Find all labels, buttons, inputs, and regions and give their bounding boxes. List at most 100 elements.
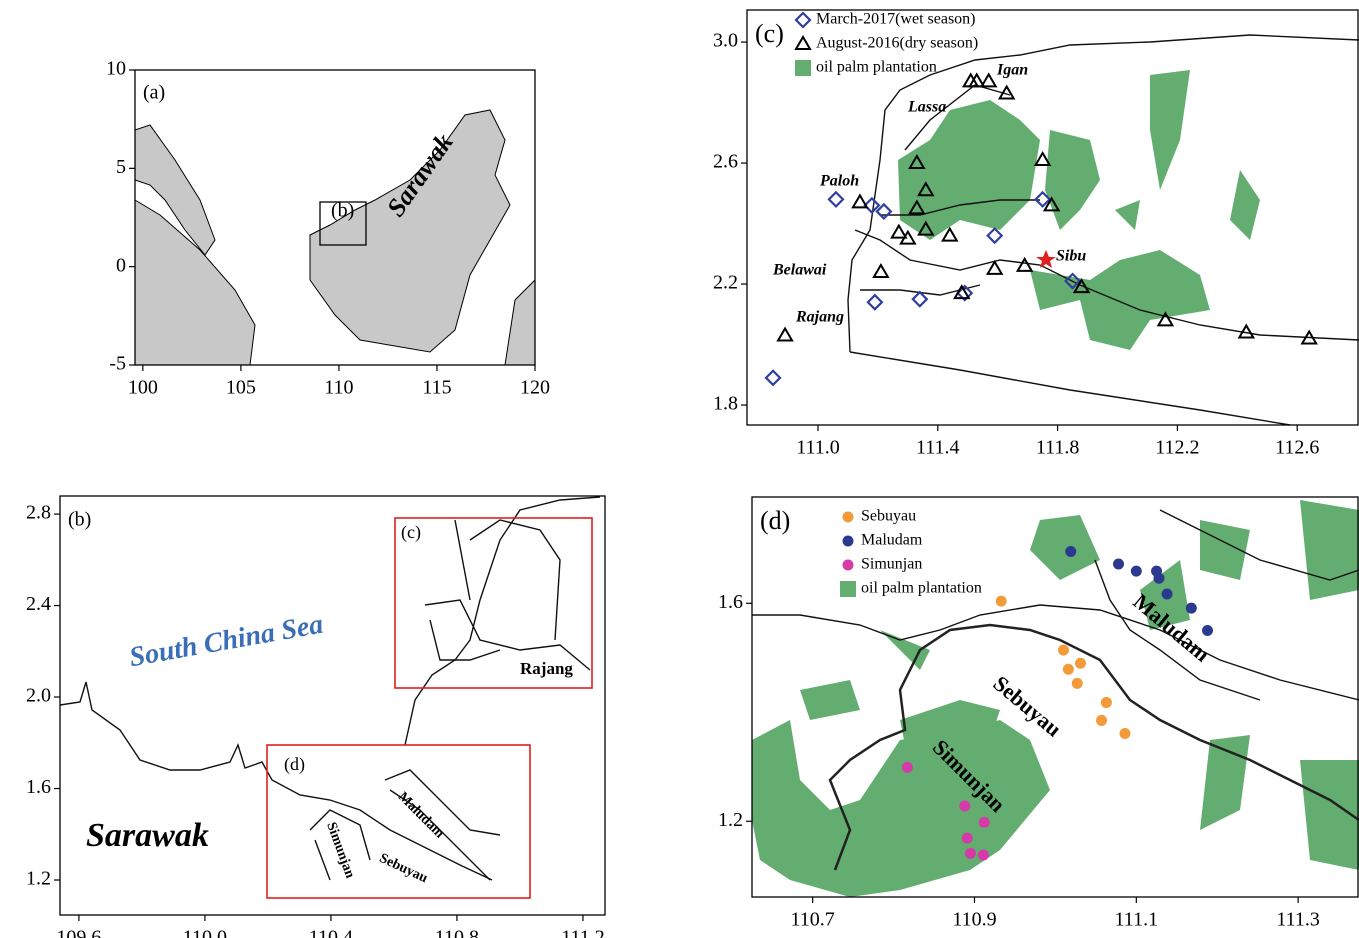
marker	[1033, 151, 1052, 167]
legend-marker	[842, 511, 854, 523]
y-tick-label: 1.2	[718, 809, 743, 831]
panel-label: (c)	[755, 19, 784, 48]
frame	[134, 69, 536, 366]
marker	[1119, 728, 1131, 740]
river	[309, 769, 501, 881]
y-tick-label: 1.6	[718, 591, 743, 613]
river	[828, 623, 1359, 871]
marker	[1034, 190, 1052, 208]
land	[504, 278, 536, 366]
y-tick-label: 1.8	[713, 393, 738, 415]
y-tick-label: 5	[116, 156, 126, 178]
marker	[1096, 714, 1108, 726]
marker	[776, 326, 794, 342]
x-tick-label: 112.2	[1155, 437, 1199, 459]
plantation	[1140, 560, 1359, 870]
annotation: Simunjan	[323, 820, 357, 880]
marker	[1064, 272, 1082, 290]
marker	[979, 72, 998, 88]
legend-marker	[842, 559, 854, 571]
marker	[1300, 329, 1318, 345]
x-tick-label: 111.4	[916, 437, 960, 459]
x-tick-label: 112.6	[1275, 437, 1319, 459]
frame	[751, 496, 1359, 898]
x-tick-label: 111.1	[1115, 909, 1159, 931]
annotation: Igan	[996, 62, 1028, 79]
marker	[1202, 625, 1214, 637]
plantation	[900, 700, 1000, 760]
marker	[890, 223, 908, 239]
y-tick-label: 2.8	[26, 502, 51, 524]
marker	[1156, 311, 1175, 327]
marker	[1042, 196, 1061, 212]
inset-box	[319, 201, 367, 246]
marker	[953, 284, 971, 300]
x-tick-label: 110.8	[435, 927, 479, 938]
x-tick-label: 110.0	[183, 927, 227, 938]
marker	[961, 832, 973, 844]
marker	[964, 847, 976, 859]
marker	[908, 199, 926, 215]
x-tick-label: 111.0	[796, 437, 840, 459]
marker	[967, 72, 986, 88]
y-tick-label: 2.0	[26, 685, 51, 707]
x-tick-label: 111.2	[561, 927, 605, 938]
legend-marker	[794, 11, 812, 29]
marker	[978, 816, 990, 828]
legend-label: March-2017(wet season)	[816, 11, 976, 28]
annotation: South China Sea	[127, 609, 326, 674]
marker	[1130, 565, 1142, 577]
marker	[997, 84, 1016, 100]
marker	[1237, 323, 1256, 339]
legend-label: oil palm plantation	[861, 580, 982, 597]
marker	[1015, 256, 1034, 272]
annotation: (c)	[401, 522, 421, 543]
marker	[941, 226, 959, 242]
marker	[851, 193, 869, 209]
annotation: Lassa	[907, 99, 946, 116]
legend-label: Maludam	[861, 532, 923, 549]
river	[752, 509, 1359, 701]
plantation	[752, 720, 1050, 897]
marker	[995, 595, 1007, 607]
legend-marker	[842, 535, 854, 547]
annotation: Belawai	[772, 262, 827, 279]
plantation	[1230, 170, 1260, 240]
x-tick-label: 110.4	[309, 927, 353, 938]
marker	[917, 220, 935, 236]
river	[854, 84, 1359, 341]
annotation: Sarawak	[86, 817, 209, 854]
marker	[1100, 696, 1112, 708]
plantation	[1150, 70, 1190, 190]
y-tick-label: 0	[116, 254, 126, 276]
legend-label: oil palm plantation	[816, 59, 937, 76]
legend-label: August-2016(dry season)	[816, 35, 978, 52]
annotation: (d)	[284, 754, 305, 775]
x-tick-label: 109.6	[56, 927, 101, 938]
region-box	[266, 744, 531, 899]
region-box	[394, 517, 593, 689]
annotation: Sebuyau	[377, 851, 430, 886]
marker	[917, 181, 935, 197]
marker	[863, 196, 881, 214]
marker	[872, 262, 890, 278]
y-tick-label: -5	[109, 353, 126, 375]
annotation: Paloh	[819, 173, 859, 190]
plantation	[1030, 250, 1210, 350]
land	[309, 109, 511, 353]
x-tick-label: 115	[422, 377, 451, 399]
marker	[986, 227, 1004, 245]
panel-label: (a)	[143, 82, 165, 104]
legend-patch	[795, 60, 811, 76]
plantation	[800, 630, 930, 720]
x-tick-label: 100	[128, 377, 158, 399]
y-tick-label: 2.6	[713, 151, 738, 173]
plantation	[1115, 200, 1140, 230]
panel-b: (b) (c) (d) South China Sea Sarawak Raja…	[26, 495, 606, 938]
marker	[1072, 278, 1091, 294]
coastline	[59, 681, 493, 881]
y-tick-label: 3.0	[713, 30, 738, 52]
marker	[764, 369, 782, 387]
y-tick-label: 1.2	[26, 868, 51, 890]
